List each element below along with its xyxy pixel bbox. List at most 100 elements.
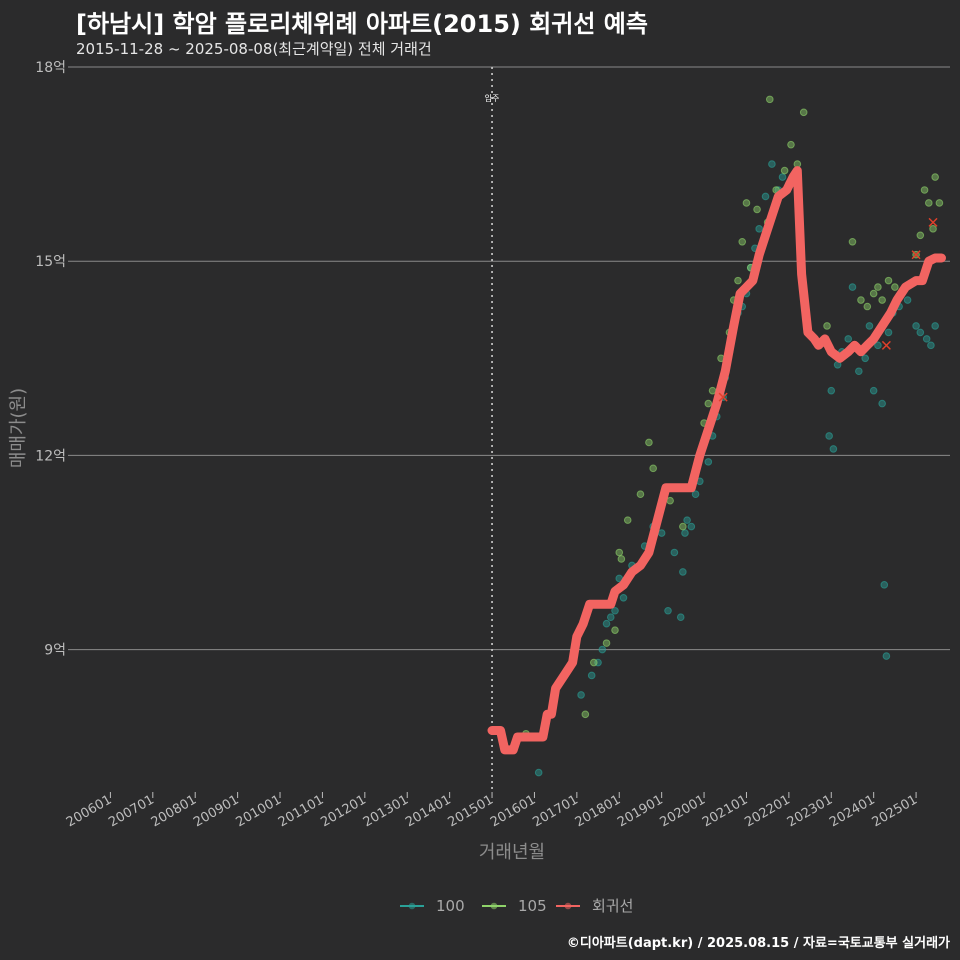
point-100 bbox=[602, 619, 611, 628]
x-tick-label: 201201 bbox=[318, 792, 368, 830]
point-105 bbox=[857, 296, 865, 304]
chart-title: [하남시] 학암 플로리체위례 아파트(2015) 회귀선 예측 bbox=[76, 10, 648, 38]
chart-subtitle: 2015-11-28 ~ 2025-08-08(최근계약일) 전체 거래건 bbox=[76, 40, 432, 58]
point-105 bbox=[920, 186, 929, 194]
point-105 bbox=[823, 322, 831, 330]
x-tick-label: 202501 bbox=[870, 792, 920, 830]
point-105 bbox=[581, 710, 590, 719]
point-105 bbox=[704, 399, 713, 408]
point-100 bbox=[687, 522, 696, 531]
point-100 bbox=[761, 192, 770, 201]
point-105 bbox=[617, 555, 626, 563]
point-105 bbox=[924, 199, 933, 207]
x-tick-label: 202201 bbox=[742, 792, 792, 830]
point-100 bbox=[829, 445, 838, 453]
point-100 bbox=[577, 691, 585, 699]
x-tick-label: 202401 bbox=[827, 792, 877, 830]
point-105 bbox=[874, 283, 882, 291]
point-105 bbox=[916, 231, 925, 240]
regression-line-group bbox=[487, 166, 946, 755]
point-105 bbox=[636, 490, 645, 499]
x-axis-label: 거래년월 bbox=[479, 842, 545, 863]
point-100 bbox=[704, 458, 713, 466]
point-105 bbox=[679, 522, 687, 531]
point-105 bbox=[780, 166, 789, 175]
point-100 bbox=[912, 322, 920, 330]
point-105 bbox=[623, 516, 632, 524]
legend-dot-105 bbox=[490, 902, 498, 910]
legend: 100 105 회귀선 bbox=[400, 897, 633, 915]
point-100 bbox=[878, 399, 886, 408]
move-in-label: 입주 bbox=[485, 94, 500, 103]
point-100 bbox=[691, 490, 700, 499]
point-100 bbox=[657, 529, 666, 537]
point-105 bbox=[884, 276, 893, 285]
point-100 bbox=[874, 341, 882, 350]
point-105 bbox=[666, 496, 674, 505]
point-100 bbox=[882, 652, 891, 660]
point-100 bbox=[922, 335, 931, 343]
x-tick-label: 201401 bbox=[403, 792, 453, 830]
point-105 bbox=[615, 548, 624, 557]
point-100 bbox=[681, 529, 689, 537]
point-100 bbox=[534, 768, 543, 777]
legend-dot-100 bbox=[408, 902, 416, 910]
point-100 bbox=[827, 386, 836, 395]
footer-credit: ©디아파트(dapt.kr) / 2025.08.15 / 자료=국토교통부 실… bbox=[566, 936, 950, 951]
y-axis-label: 매매가(원) bbox=[8, 388, 29, 468]
x-axis-ticks: 2006012007012008012009012010012011012012… bbox=[64, 792, 920, 830]
point-100 bbox=[869, 386, 878, 395]
point-105 bbox=[799, 108, 808, 117]
y-tick-label: 12억 bbox=[35, 448, 66, 464]
point-100 bbox=[880, 581, 889, 589]
x-tick-label: 200801 bbox=[149, 792, 199, 830]
point-100 bbox=[844, 335, 853, 343]
y-axis-ticks: 9억 12억 15억 18억 bbox=[35, 60, 66, 659]
point-105 bbox=[929, 225, 937, 233]
point-105 bbox=[708, 386, 717, 395]
point-100 bbox=[664, 606, 672, 615]
point-100 bbox=[916, 328, 925, 337]
x-tick-label: 201701 bbox=[530, 792, 580, 830]
grid-lines bbox=[68, 66, 950, 651]
x-tick-label: 201101 bbox=[276, 792, 326, 830]
point-105 bbox=[878, 296, 886, 304]
series-100-points bbox=[534, 160, 939, 777]
point-105 bbox=[869, 289, 878, 298]
point-105 bbox=[734, 276, 742, 285]
x-tick-label: 201801 bbox=[573, 792, 623, 830]
point-100 bbox=[606, 613, 615, 622]
point-105 bbox=[765, 95, 774, 104]
point-100 bbox=[619, 594, 628, 602]
point-105 bbox=[602, 639, 611, 647]
point-100 bbox=[587, 671, 596, 680]
point-105 bbox=[935, 199, 944, 207]
x-tick-label: 201601 bbox=[488, 792, 538, 830]
highlight-marker bbox=[881, 340, 891, 350]
y-tick-label: 9억 bbox=[44, 643, 66, 659]
point-100 bbox=[903, 296, 912, 304]
x-tick-label: 201001 bbox=[234, 792, 284, 830]
point-100 bbox=[676, 613, 685, 622]
point-105 bbox=[742, 199, 751, 207]
move-in-annotation: 입주 bbox=[485, 67, 500, 792]
series-105-points bbox=[522, 95, 944, 738]
point-100 bbox=[931, 322, 939, 330]
x-tick-label: 200901 bbox=[191, 792, 241, 830]
point-105 bbox=[753, 205, 761, 214]
legend-label-100: 100 bbox=[436, 897, 465, 915]
point-105 bbox=[645, 438, 653, 447]
point-100 bbox=[768, 160, 776, 168]
point-105 bbox=[931, 173, 939, 181]
point-105 bbox=[863, 302, 872, 311]
point-100 bbox=[755, 225, 763, 233]
legend-label-105: 105 bbox=[518, 897, 547, 915]
x-tick-label: 200701 bbox=[106, 792, 156, 830]
point-100 bbox=[855, 367, 863, 376]
x-tick-label: 200601 bbox=[64, 792, 114, 830]
x-tick-label: 201501 bbox=[446, 792, 496, 830]
point-100 bbox=[848, 283, 857, 291]
legend-label-regression: 회귀선 bbox=[592, 897, 633, 915]
y-tick-label: 18억 bbox=[35, 60, 66, 76]
